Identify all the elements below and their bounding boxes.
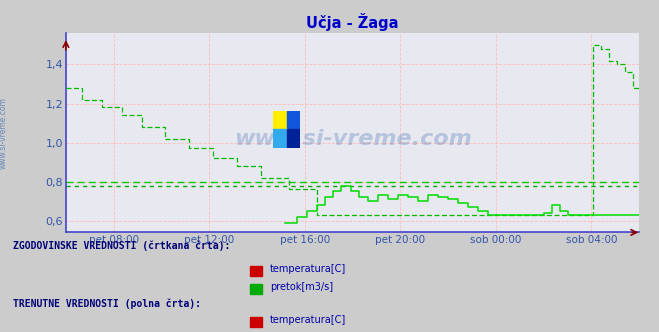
Text: TRENUTNE VREDNOSTI (polna črta):: TRENUTNE VREDNOSTI (polna črta):	[13, 299, 201, 309]
Text: www.si-vreme.com: www.si-vreme.com	[234, 129, 471, 149]
Title: Učja - Žaga: Učja - Žaga	[306, 13, 399, 31]
Bar	[273, 129, 287, 148]
Bar	[287, 111, 300, 129]
Text: ZGODOVINSKE VREDNOSTI (črtkana črta):: ZGODOVINSKE VREDNOSTI (črtkana črta):	[13, 240, 231, 251]
Text: pretok[m3/s]: pretok[m3/s]	[270, 282, 333, 292]
Text: temperatura[C]: temperatura[C]	[270, 264, 347, 274]
Bar	[287, 129, 300, 148]
Bar	[273, 111, 287, 129]
Text: temperatura[C]: temperatura[C]	[270, 315, 347, 325]
Text: www.si-vreme.com: www.si-vreme.com	[0, 97, 8, 169]
